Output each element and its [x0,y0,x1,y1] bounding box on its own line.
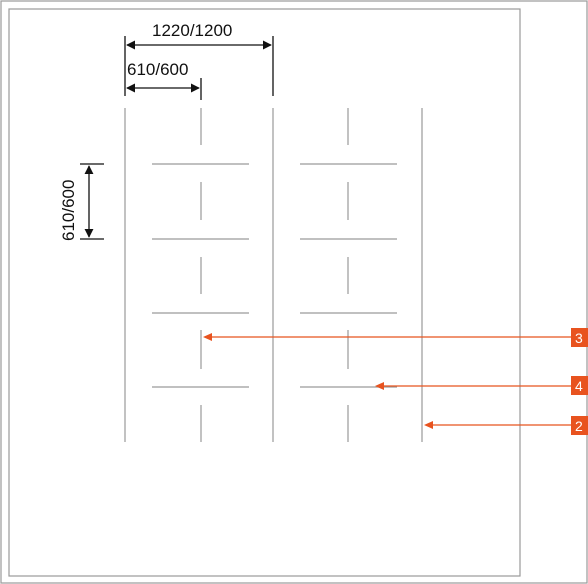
dimension-panel-width [124,36,274,96]
callout-4-box [571,376,588,395]
cross-tee-segments [200,108,349,442]
dimension-panel-half [126,78,202,100]
panel-height-label: 610/600 [59,180,78,241]
callout-2-arrowhead [424,421,433,429]
callout-3-box [571,328,588,347]
callout-4-label: 4 [575,378,583,394]
panel-half-label: 610/600 [127,60,188,79]
callout-2-label: 2 [575,418,583,434]
dimension-panel-height [80,163,104,240]
callout-3-label: 3 [575,330,583,346]
callout-3: 3 [203,328,588,347]
horizontal-tees [152,163,397,388]
callout-4: 4 [375,376,588,395]
callout-4-arrowhead [375,382,384,390]
callout-3-arrowhead [203,333,212,341]
callout-2: 2 [424,416,588,435]
callout-2-box [571,416,588,435]
inner-frame [8,8,521,577]
main-runners [124,108,423,442]
panel-width-label: 1220/1200 [152,21,232,40]
